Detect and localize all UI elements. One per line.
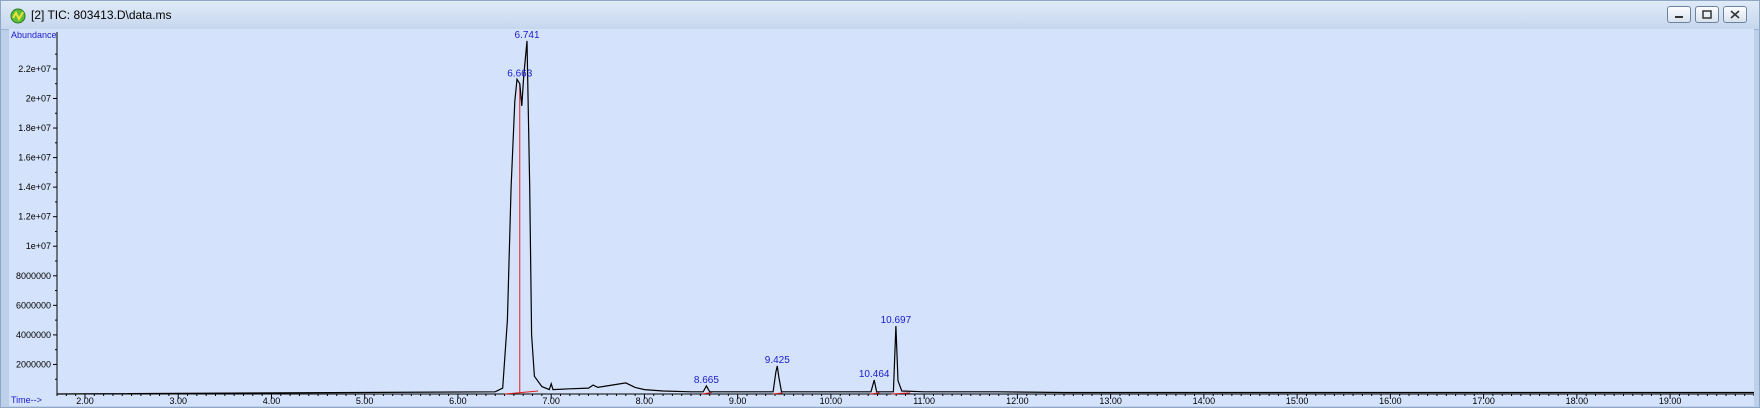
peak-label: 6.741: [515, 30, 540, 41]
tic-chromatogram[interactable]: Abundance Time--> 2000000 4000000 6000000 8…: [9, 29, 1754, 406]
y-tick-label: 1.2e+07: [18, 212, 51, 222]
minimize-button[interactable]: [1667, 6, 1691, 23]
x-tick-label: 6.00: [449, 396, 467, 406]
x-tick-label: 13.00: [1099, 396, 1122, 406]
y-tick-label: 8000000: [16, 271, 51, 281]
tic-trace: [56, 40, 1754, 395]
integration-line: [870, 392, 880, 395]
y-tick-label: 4000000: [16, 330, 51, 340]
y-tick-label: 2.2e+07: [18, 64, 51, 74]
peak-label: 8.665: [694, 375, 719, 386]
app-icon: [10, 8, 26, 24]
restore-icon: [1702, 10, 1712, 19]
y-tick-label: 1.8e+07: [18, 123, 51, 133]
peak-label: 10.464: [859, 369, 890, 380]
x-tick-label: 7.00: [542, 396, 560, 406]
y-tick-label: 1.6e+07: [18, 153, 51, 163]
x-tick-label: 17.00: [1472, 396, 1495, 406]
title-bar[interactable]: [2] TIC: 803413.D\data.ms: [1, 1, 1759, 30]
plot-area[interactable]: Abundance Time--> 2000000 4000000 6000000 8…: [9, 29, 1754, 406]
minimize-icon: [1675, 16, 1683, 18]
y-tick-label: 2e+07: [26, 93, 51, 103]
x-tick-label: 16.00: [1379, 396, 1402, 406]
y-tick-label: 1e+07: [26, 241, 51, 251]
window-title: [2] TIC: 803413.D\data.ms: [31, 8, 172, 22]
x-tick-label: 12.00: [1006, 396, 1029, 406]
y-tick-label: 2000000: [16, 359, 51, 369]
x-tick-label: 19.00: [1659, 396, 1682, 406]
y-tick-label: 6000000: [16, 300, 51, 310]
x-axis-label: Time-->: [11, 395, 42, 405]
x-tick-label: 8.00: [636, 396, 654, 406]
x-tick-label: 10.00: [820, 396, 843, 406]
x-tick-label: 9.00: [729, 396, 747, 406]
peak-label: 10.697: [881, 315, 912, 326]
restore-button[interactable]: [1695, 6, 1719, 23]
x-tick-label: 4.00: [263, 396, 281, 406]
x-tick-label: 18.00: [1566, 396, 1589, 406]
integration-line: [702, 392, 712, 395]
x-tick-label: 14.00: [1193, 396, 1216, 406]
y-tick-label: 1.4e+07: [18, 182, 51, 192]
x-tick-label: 11.00: [913, 396, 935, 406]
close-button[interactable]: [1723, 6, 1747, 23]
peak-label: 6.663: [507, 68, 532, 79]
integration-line: [891, 392, 911, 395]
x-tick-label: 5.00: [356, 396, 374, 406]
y-axis-label: Abundance: [11, 30, 57, 40]
x-tick-label: 15.00: [1286, 396, 1309, 406]
integration-line: [773, 392, 783, 395]
peak-label: 9.425: [765, 355, 790, 366]
x-tick-label: 3.00: [169, 396, 187, 406]
close-icon: [1730, 10, 1740, 19]
integration-line: [504, 390, 539, 395]
x-tick-label: 2.00: [76, 396, 94, 406]
